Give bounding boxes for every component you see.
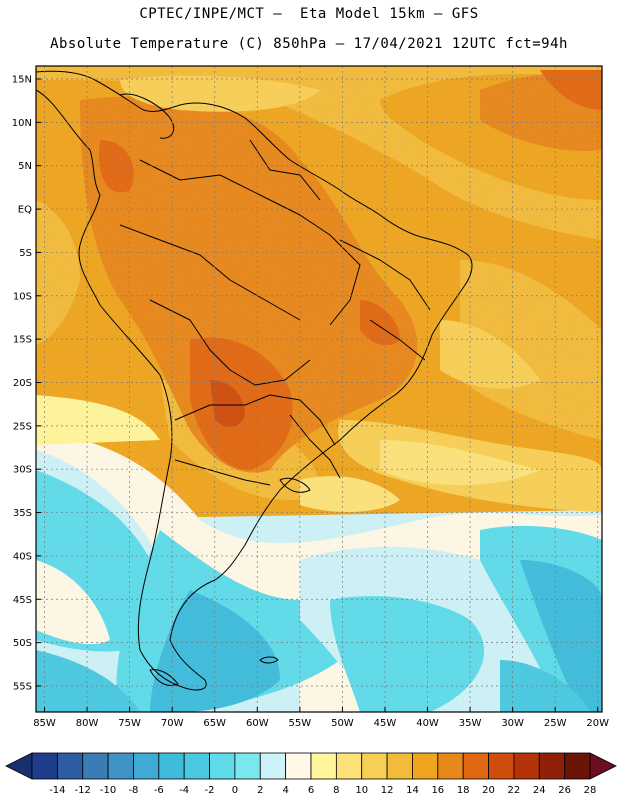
lon-label: 45W — [374, 718, 397, 729]
legend-label: 22 — [508, 785, 521, 796]
lat-label: 45S — [13, 595, 32, 606]
lon-label: 25W — [544, 718, 567, 729]
lon-label: 30W — [501, 718, 524, 729]
legend-swatch — [158, 752, 185, 780]
temperature-field — [36, 66, 602, 712]
lon-label: 80W — [76, 718, 99, 729]
lat-label: 35S — [13, 508, 32, 519]
legend-swatch — [209, 752, 236, 780]
legend-label: 24 — [533, 785, 546, 796]
lat-label: 55S — [13, 681, 32, 692]
lon-label: 35W — [459, 718, 482, 729]
legend-swatch — [133, 752, 160, 780]
legend-swatch — [107, 752, 134, 780]
lat-label: 15S — [13, 335, 32, 346]
legend-label: -4 — [179, 785, 189, 796]
lat-label: 10N — [12, 118, 32, 129]
legend-swatch — [513, 752, 540, 780]
lon-label: 85W — [33, 718, 56, 729]
legend-label: -6 — [154, 785, 164, 796]
legend-label: 20 — [482, 785, 495, 796]
lat-label: 30S — [13, 465, 32, 476]
legend-swatch — [462, 752, 489, 780]
legend-swatch — [335, 752, 363, 780]
legend-label: 2 — [257, 785, 263, 796]
map-subtitle: Absolute Temperature (C) 850hPa – 17/04/… — [50, 36, 568, 52]
legend-swatch — [285, 752, 312, 780]
legend-swatch — [259, 752, 287, 780]
legend-swatch — [386, 752, 413, 780]
legend-label: -2 — [205, 785, 215, 796]
graticule — [36, 66, 602, 712]
legend-label: 6 — [308, 785, 314, 796]
lat-label: 40S — [13, 551, 32, 562]
map-frame — [35, 65, 603, 713]
legend-swatch — [31, 752, 58, 780]
legend-label: 16 — [431, 785, 444, 796]
lon-label: 40W — [416, 718, 439, 729]
legend-label: 28 — [584, 785, 597, 796]
legend-swatch — [183, 752, 210, 780]
lon-label: 65W — [203, 718, 226, 729]
legend-swatch — [361, 752, 388, 780]
lat-label: 15N — [12, 75, 32, 86]
lon-label: 60W — [246, 718, 269, 729]
legend-swatch — [538, 752, 566, 780]
legend-low-arrow — [5, 752, 33, 780]
lat-label: 50S — [13, 638, 32, 649]
lat-label: 5N — [18, 161, 32, 172]
legend-label: -8 — [128, 785, 138, 796]
legend-swatch — [437, 752, 464, 780]
legend-label: 14 — [406, 785, 419, 796]
lat-label: 25S — [13, 421, 32, 432]
map-title: CPTEC/INPE/MCT – Eta Model 15km – GFS — [139, 6, 479, 22]
legend-label: 4 — [282, 785, 288, 796]
legend-label: 18 — [457, 785, 470, 796]
lon-label: 20W — [586, 718, 609, 729]
lon-label: 55W — [289, 718, 312, 729]
lat-label: EQ — [18, 205, 32, 216]
legend-label: -12 — [75, 785, 91, 796]
lat-label: 5S — [19, 248, 32, 259]
longitude-labels: 85W 80W 75W 70W 65W 60W 55W 50W 45W 40W 35W 30W 25W 2… — [33, 707, 609, 729]
legend-label: 0 — [232, 785, 238, 796]
legend-swatch — [564, 752, 591, 780]
legend-swatch — [412, 752, 439, 780]
lon-label: 50W — [331, 718, 354, 729]
lon-label: 75W — [118, 718, 141, 729]
color-legend: -14 -12 -10 -8 -6 -4 -2 0 2 4 6 8 10 12 14 16 18 20 22 24 26… — [5, 752, 617, 796]
lat-label: 10S — [13, 291, 32, 302]
legend-swatch — [488, 752, 515, 780]
legend-swatch — [234, 752, 261, 780]
latitude-labels: 15N 10N 5N EQ 5S 10S 15S 20S 25S 30S 35S 40S 45S 50S 5… — [12, 75, 41, 692]
legend-label: 8 — [333, 785, 339, 796]
legend-swatch — [82, 752, 109, 780]
legend-swatch — [56, 752, 84, 780]
legend-label: 26 — [558, 785, 571, 796]
legend-high-arrow — [589, 752, 617, 780]
legend-label: 12 — [381, 785, 394, 796]
legend-label: 10 — [355, 785, 368, 796]
legend-swatch — [310, 752, 337, 780]
lat-label: 20S — [13, 378, 32, 389]
legend-label: -10 — [100, 785, 116, 796]
legend-label: -14 — [49, 785, 65, 796]
lon-label: 70W — [161, 718, 184, 729]
